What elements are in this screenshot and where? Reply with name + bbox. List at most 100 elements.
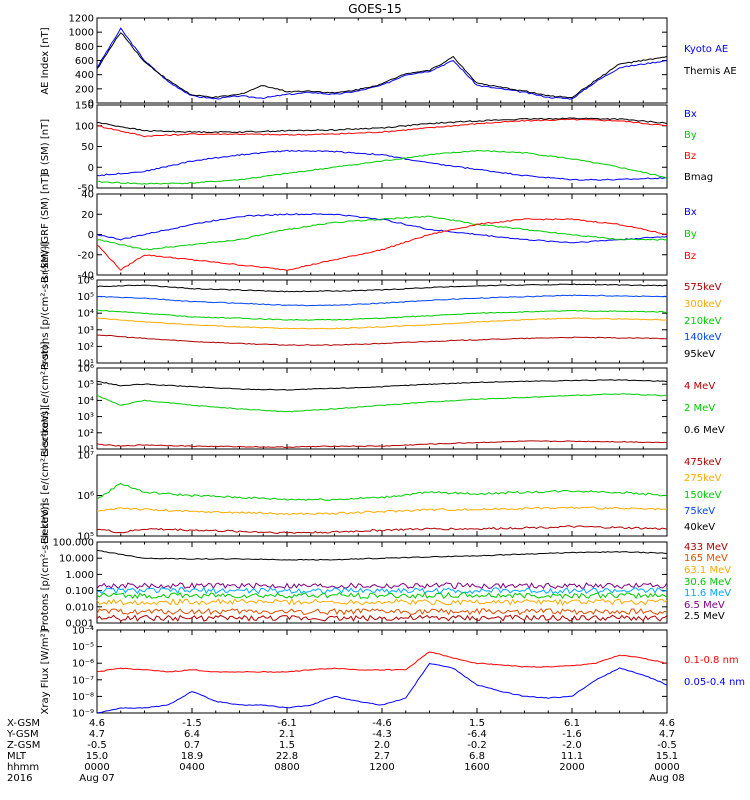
ephem-row-label: MLT [7, 751, 26, 762]
legend-entry: 40keV [684, 521, 716, 533]
y-tick-label: 600 [75, 56, 94, 67]
series-line-275kev [97, 506, 668, 516]
series-line-themis-ae [96, 32, 668, 99]
y-tick-label: 10⁻⁷ [72, 675, 94, 686]
legend-entry: Bz [684, 250, 697, 262]
legend-entry: By [684, 130, 697, 142]
series-line-11-6-mev [96, 586, 668, 595]
series-line-475kev [96, 525, 668, 535]
ephem-value: 4.7 [89, 729, 105, 740]
legend-entry: 95keV [684, 348, 716, 360]
y-tick-label: 10⁶ [77, 276, 94, 287]
series-line-6-5-mev [96, 582, 668, 590]
y-tick-label: 10⁵ [77, 532, 94, 543]
ephem-value: -2.0 [562, 740, 582, 751]
ephem-value: 2.0 [374, 740, 390, 751]
ephem-value: -0.5 [657, 740, 677, 751]
ephem-value: 6.1 [564, 718, 580, 729]
legend-entry: 0.1-0.8 nm [684, 654, 739, 666]
y-tick-label: 10³ [77, 412, 94, 423]
ephem-value: -0.2 [467, 740, 487, 751]
ephem-value: 6.4 [184, 729, 200, 740]
legend-entry: 150keV [684, 489, 722, 501]
series-line-2-mev [96, 393, 668, 413]
ephem-row-label: Y-GSM [7, 729, 39, 740]
ephem-value: 1600 [464, 762, 490, 773]
legend-entry: 433 MeV [684, 541, 728, 553]
panel-2: -50 0 50 100 150 [75, 101, 668, 195]
legend-entry: 300keV [684, 298, 722, 310]
y-tick-label: 40 [81, 190, 94, 201]
legend-entry: 0.05-0.4 nm [684, 676, 746, 688]
ephem-value: 4.7 [659, 729, 675, 740]
ephem-value: 4.6 [659, 718, 675, 729]
series-line-165-mev [96, 607, 668, 616]
legend-entry: 475keV [684, 457, 722, 469]
legend-entry: Bmag [684, 171, 714, 183]
y-tick-label: 100 [75, 121, 94, 132]
ephem-value: -4.6 [372, 718, 392, 729]
series-line-63-1-mev [96, 597, 668, 606]
series-line-150kev [96, 482, 668, 501]
y-tick-label: 10¹ [77, 445, 94, 456]
y-tick-label: -50 [78, 184, 94, 195]
y-tick-label: 10⁷ [77, 451, 94, 462]
ephem-row-label: Z-GSM [7, 740, 41, 751]
ephem-value: 15.1 [655, 751, 679, 762]
panel-frame [96, 629, 668, 714]
y-tick-label: 10⁻⁸ [72, 692, 94, 703]
panel-frame [96, 279, 668, 364]
ephem-value: 0000 [654, 762, 680, 773]
y-tick-label: 10⁶ [77, 491, 94, 502]
y-axis-label: AE Index [nT] [40, 26, 51, 95]
series-line-by [97, 149, 668, 185]
ephem-value: 6.8 [469, 751, 485, 762]
series-line-30-6-mev [96, 591, 668, 600]
series-line-bz [96, 118, 667, 138]
ephem-value: 2000 [559, 762, 585, 773]
y-tick-label: 10² [77, 428, 94, 439]
series-line-0-1-0-8-nm [96, 651, 668, 673]
panel-8: 10⁻⁹ 10⁻⁸ 10⁻⁷ 10⁻⁶ 10⁻⁵ 10⁻⁴ [72, 626, 668, 720]
legend-entry: 2 MeV [684, 402, 716, 414]
y-tick-label: 0 [88, 163, 94, 174]
ephem-row-label: hhmm [7, 762, 40, 773]
y-tick-label: 10¹ [77, 359, 94, 370]
legend-entry: By [684, 228, 697, 240]
legend-entry: Bx [684, 109, 697, 121]
series-line-0-6-mev [97, 379, 668, 391]
y-axis-label: Protons [p/(cm²-s-sr-keV)] [40, 502, 51, 631]
panel-5: 10¹ 10² 10³ 10⁴ 10⁵ 10⁶ [77, 364, 668, 456]
legend-entry: 140keV [684, 332, 722, 344]
y-tick-label: 150 [75, 101, 94, 112]
y-tick-label: 10³ [77, 325, 94, 336]
legend-entry: 210keV [684, 315, 722, 327]
legend-entry: 6.5 MeV [684, 599, 725, 611]
y-axis-label: Xray Flux [W/m²] [40, 629, 51, 714]
ephem-row-label: 2016 [7, 773, 33, 784]
series-line-bx [96, 149, 668, 181]
series-line-210kev [96, 309, 667, 321]
ephem-value: 22.8 [275, 751, 299, 762]
ephem-value: 2.1 [279, 729, 295, 740]
legend-entry: Themis AE [684, 65, 737, 77]
ephem-value: 4.6 [89, 718, 105, 729]
y-tick-label: 400 [75, 70, 94, 81]
ephem-value: 1.5 [469, 718, 485, 729]
y-tick-label: 0 [88, 230, 94, 241]
legend-entry: 63.1 MeV [684, 564, 732, 576]
ephem-value: 15.0 [85, 751, 109, 762]
y-tick-label: 0.100 [65, 586, 94, 597]
legend-entry: 75keV [684, 505, 716, 517]
y-tick-label: 1200 [69, 14, 94, 25]
legend-entry: Bz [684, 150, 697, 162]
panel-6: 10⁵ 10⁶ 10⁷ [77, 451, 668, 543]
panel-3: -40 -20 0 20 40 [78, 190, 668, 282]
panel-1: 0 200 400 600 800 1000 1200 [69, 14, 668, 110]
legend-entry: 275keV [684, 473, 722, 485]
ephem-value: -6.4 [467, 729, 487, 740]
series-line-4-mev [96, 440, 668, 449]
ephem-value: -0.5 [87, 740, 107, 751]
panel-frame [96, 193, 668, 276]
